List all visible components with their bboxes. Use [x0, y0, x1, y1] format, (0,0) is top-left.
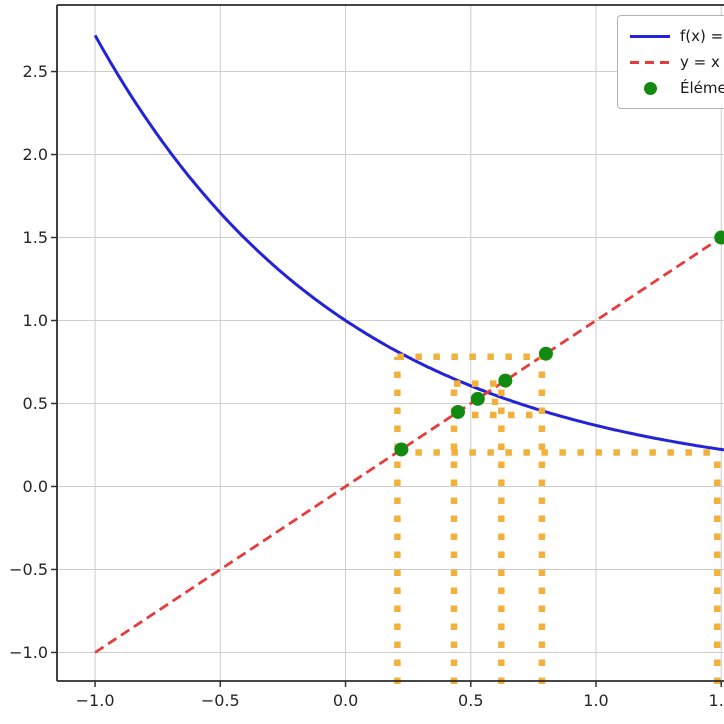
sequence-point [394, 442, 409, 457]
y-tick-label: 0.5 [23, 394, 48, 413]
y-tick-label: 2.0 [23, 145, 48, 164]
identity-line [94, 236, 722, 654]
legend-identity-line-sample [630, 55, 670, 69]
x-tick-label: −1.0 [76, 691, 115, 710]
f-curve [93, 34, 724, 452]
x-tick-label: 0.5 [458, 691, 483, 710]
x-tick-label: 1.0 [583, 691, 608, 710]
y-tick-label: −1.0 [9, 643, 48, 662]
legend-sequence-dot-sample [630, 81, 670, 95]
legend-label: Éléme [680, 79, 724, 97]
legend-entry-identity: y = x [630, 49, 724, 75]
y-tick-label: 0.0 [23, 477, 48, 496]
x-tick-label: 1.5 [709, 691, 724, 710]
x-tick-label: 0.0 [333, 691, 358, 710]
legend-f-line-sample [630, 29, 670, 43]
sequence-point [498, 373, 513, 388]
sequence-point [714, 230, 724, 245]
legend-entry-f: f(x) = [630, 23, 724, 49]
y-tick-label: 2.5 [23, 62, 48, 81]
x-tick-label: −0.5 [201, 691, 240, 710]
sequence-point [451, 404, 466, 419]
legend: f(x) = y = x Éléme [617, 15, 724, 109]
y-tick-label: −0.5 [9, 560, 48, 579]
legend-entry-sequence: Éléme [630, 75, 724, 101]
sequence-point [538, 346, 553, 361]
legend-label: y = x [680, 53, 720, 71]
sequence-point [470, 391, 485, 406]
y-tick-label: 1.0 [23, 311, 48, 330]
y-tick-label: 1.5 [23, 228, 48, 247]
legend-label: f(x) = [680, 27, 724, 45]
